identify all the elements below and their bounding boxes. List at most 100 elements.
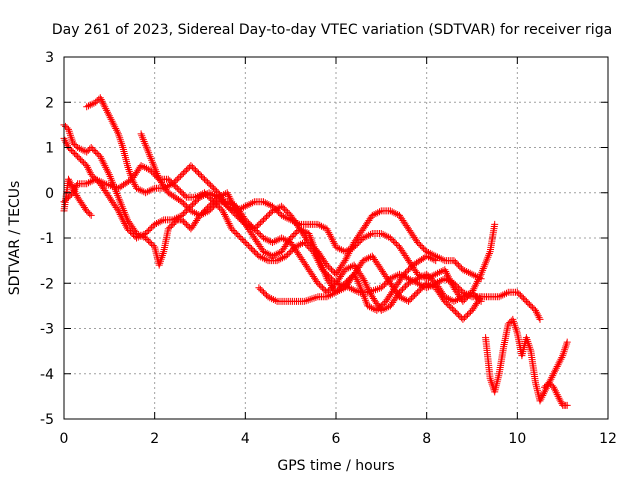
data-point <box>318 222 325 230</box>
data-point <box>540 390 548 398</box>
data-point <box>229 208 237 216</box>
data-point <box>274 236 282 244</box>
data-point <box>320 285 328 293</box>
data-point <box>246 243 254 251</box>
data-point <box>295 241 303 249</box>
data-point <box>181 168 189 176</box>
data-point <box>205 180 213 188</box>
data-point <box>247 200 255 208</box>
data-point <box>367 230 374 238</box>
data-point <box>245 201 253 208</box>
data-point <box>261 249 269 256</box>
data-point <box>249 223 257 231</box>
data-point <box>346 275 354 283</box>
data-point <box>368 211 376 219</box>
data-point <box>400 284 408 292</box>
data-point <box>332 288 340 296</box>
data-point <box>87 144 95 151</box>
data-point <box>453 309 461 317</box>
data-point <box>93 97 101 105</box>
data-point <box>83 148 91 156</box>
data-point <box>104 167 111 175</box>
data-point <box>90 147 98 154</box>
data-point <box>101 103 109 111</box>
data-point <box>352 274 360 282</box>
data-point <box>261 214 269 222</box>
data-point <box>85 165 92 173</box>
data-point <box>268 295 276 303</box>
y-axis-label: SDTVAR / TECUs <box>7 181 23 296</box>
data-point <box>551 366 559 374</box>
data-point <box>99 99 107 107</box>
data-point <box>330 239 338 247</box>
data-point <box>524 299 532 307</box>
data-point <box>350 270 358 278</box>
x-tick-label: 12 <box>599 431 617 447</box>
data-point <box>554 392 562 400</box>
data-point <box>444 271 451 279</box>
data-point <box>414 288 422 296</box>
data-point <box>353 287 361 295</box>
data-point <box>344 276 352 284</box>
data-point <box>539 392 547 399</box>
data-point <box>466 289 474 297</box>
data-point <box>522 297 530 305</box>
data-point <box>408 277 416 285</box>
data-point <box>399 285 406 293</box>
data-point <box>143 228 151 236</box>
data-point <box>363 255 371 263</box>
data-point <box>71 141 79 148</box>
data-point <box>232 211 240 219</box>
data-point <box>314 220 322 228</box>
data-point <box>503 289 510 297</box>
data-point <box>343 253 351 261</box>
y-tick-label: 3 <box>45 50 54 66</box>
data-point <box>550 383 558 391</box>
data-point <box>275 256 283 264</box>
data-point <box>421 271 429 279</box>
data-point <box>403 267 411 275</box>
x-tick-label: 0 <box>60 431 69 447</box>
data-point <box>223 189 231 197</box>
data-point <box>345 264 353 272</box>
data-point <box>167 222 175 230</box>
data-point <box>250 225 258 233</box>
data-point <box>556 396 564 404</box>
data-point <box>506 319 514 326</box>
data-point <box>240 203 247 211</box>
data-point <box>437 277 445 284</box>
data-point <box>334 287 341 295</box>
data-point <box>415 240 423 248</box>
data-point <box>528 303 536 311</box>
data-point <box>432 257 440 265</box>
data-point <box>142 189 150 197</box>
data-point <box>341 257 349 265</box>
data-point <box>337 284 344 292</box>
data-point <box>105 112 113 120</box>
data-point <box>361 233 369 241</box>
data-point <box>332 243 340 251</box>
data-point <box>279 212 287 220</box>
data-point <box>169 220 177 228</box>
data-point <box>262 256 270 264</box>
data-point <box>146 225 154 233</box>
data-point <box>243 240 251 248</box>
data-point <box>399 295 407 303</box>
data-point <box>491 220 499 228</box>
data-point <box>366 287 373 295</box>
data-point <box>247 245 255 253</box>
data-point <box>555 394 563 402</box>
data-point <box>83 162 91 170</box>
data-point <box>472 281 480 289</box>
data-point <box>200 210 208 218</box>
data-point <box>261 290 269 298</box>
data-point <box>497 292 505 300</box>
data-point <box>145 187 153 195</box>
data-point <box>327 232 335 240</box>
data-point <box>110 182 118 190</box>
data-point <box>178 216 186 224</box>
data-point <box>260 234 267 242</box>
data-point <box>151 220 159 228</box>
series-track-7 <box>255 252 440 314</box>
data-point <box>414 239 422 246</box>
